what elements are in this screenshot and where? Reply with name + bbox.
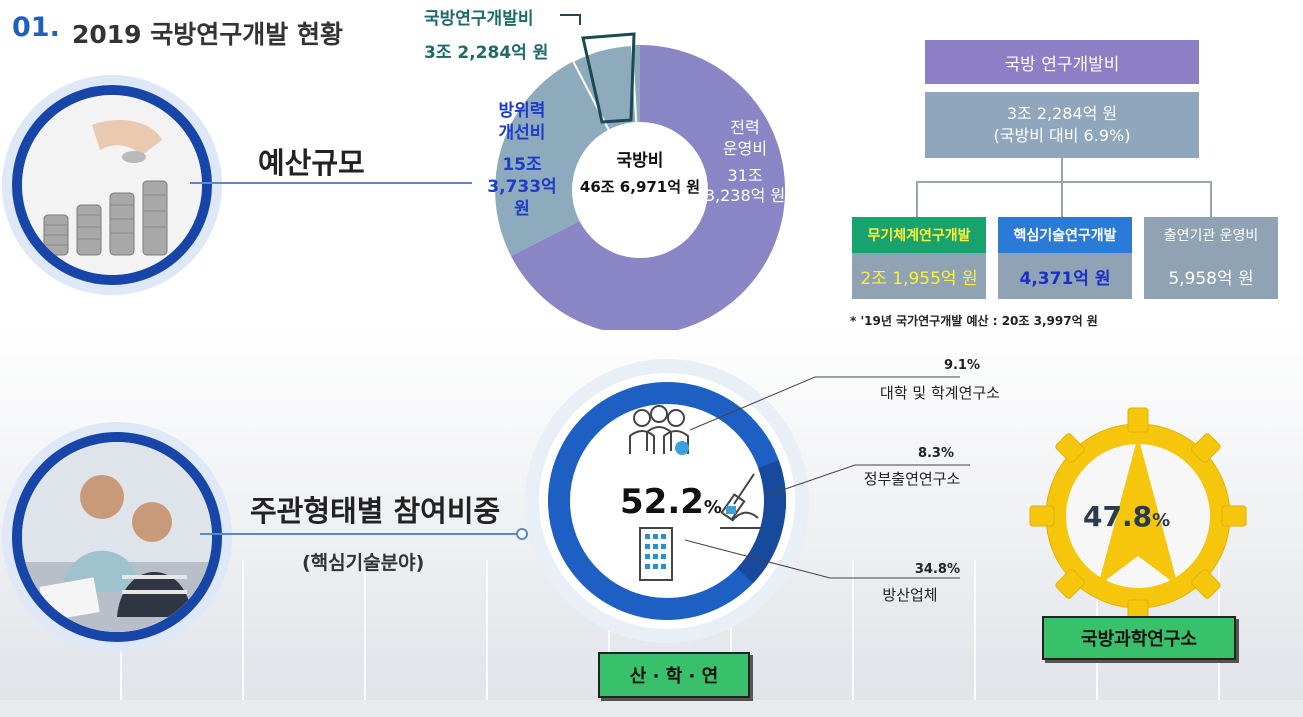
pie-left-label: 방위력 개선비 15조 3,733억 원 <box>482 100 562 220</box>
callout-gov-pct: 8.3% <box>917 446 954 461</box>
gear-small-icon <box>675 441 689 455</box>
callout-leaders <box>684 376 970 579</box>
building-icon <box>639 527 673 581</box>
family-photo <box>12 432 222 642</box>
researchers-icon <box>629 405 689 454</box>
tree-total-box: 3조 2,284억 원 (국방비 대비 6.9%) <box>925 92 1199 158</box>
arrow-up-icon <box>1098 436 1178 586</box>
gear-value-number: 47.8 <box>1083 500 1153 533</box>
industry-academia-donut <box>525 359 809 643</box>
tree-top-box: 국방 연구개발비 <box>925 40 1199 84</box>
pie-center-title: 국방비 <box>616 151 664 171</box>
tree-item-inst-tag: 출연기관 운영비 <box>1144 217 1278 253</box>
tree-total-line2: (국방비 대비 6.9%) <box>993 126 1131 145</box>
participation-connector-line <box>200 533 518 535</box>
tree-total-line1: 3조 2,284억 원 <box>1006 104 1118 124</box>
defense-budget-pie <box>495 32 786 330</box>
callout-defense-pct: 34.8% <box>914 562 960 577</box>
tree-crossbar <box>916 181 1212 183</box>
callout-gov-label: 정부출연연구소 <box>863 470 961 488</box>
microscope-icon <box>720 473 762 529</box>
callout-leader-line <box>560 14 581 25</box>
tree-item-inst-value-box: 5,958억 원 <box>1144 253 1278 299</box>
footer-band <box>0 700 1303 717</box>
tree-top-label: 국방 연구개발비 <box>1004 54 1120 75</box>
pie-center-label: 국방비 46조 6,971억 원 <box>575 150 705 198</box>
pie-right-title-1: 전력 <box>730 118 760 137</box>
coins-icon <box>22 95 202 275</box>
industry-academia-label-text: 산 · 학 · 연 <box>629 666 719 687</box>
gear-value-unit: % <box>1152 510 1171 531</box>
pie-right-label: 전력 운영비 31조 3,238억 원 <box>700 118 790 207</box>
budget-connector-line <box>190 182 472 184</box>
tree-item-core-label: 핵심기술연구개발 <box>1013 228 1117 244</box>
pie-left-title-1: 방위력 <box>498 101 546 121</box>
pie-left-value-1: 15조 <box>502 155 542 176</box>
tree-item-inst-value: 5,958억 원 <box>1168 268 1254 289</box>
pie-center-value: 46조 6,971억 원 <box>579 178 701 197</box>
participation-sub-label: (핵심기술분야) <box>302 552 425 574</box>
page-title: 2019 국방연구개발 현황 <box>72 20 343 49</box>
tree-item-weapons-value-box: 2조 1,955억 원 <box>852 253 986 299</box>
tree-branch-3 <box>1210 181 1212 217</box>
rnd-callout-value: 3조 2,284억 원 <box>424 43 549 63</box>
tree-item-weapons-label: 무기체계연구개발 <box>867 228 971 244</box>
gear-value: 47.8% <box>1083 500 1170 533</box>
add-label: 국방과학연구소 <box>1042 616 1236 660</box>
tree-item-inst-label: 출연기관 운영비 <box>1163 228 1259 244</box>
tree-stem <box>1061 158 1063 182</box>
add-label-text: 국방과학연구소 <box>1081 629 1197 650</box>
callout-univ-pct: 9.1% <box>943 358 980 373</box>
budget-label: 예산규모 <box>258 146 365 180</box>
donut-value-unit: % <box>703 497 722 518</box>
tree-item-core-value: 4,371억 원 <box>1019 268 1111 289</box>
pie-right-title-2: 운영비 <box>722 138 768 158</box>
pie-left-value-2: 3,733억 원 <box>487 177 557 220</box>
connector-dot <box>516 528 528 540</box>
tree-item-core-tag: 핵심기술연구개발 <box>998 217 1132 253</box>
pie-left-title-2: 개선비 <box>498 123 546 144</box>
rnd-slice-outline <box>581 32 636 124</box>
tree-item-weapons-tag: 무기체계연구개발 <box>852 217 986 253</box>
donut-value-number: 52.2 <box>620 482 704 522</box>
pie-right-value-2: 3,238억 원 <box>704 186 786 206</box>
add-gear-chart <box>1029 407 1247 625</box>
footnote: * '19년 국가연구개발 예산 : 20조 3,997억 원 <box>850 314 1098 328</box>
participation-label: 주관형태별 참여비중 <box>250 494 501 528</box>
pie-right-value-1: 31조 <box>727 165 763 185</box>
industry-academia-label: 산 · 학 · 연 <box>598 652 750 698</box>
tree-item-weapons-value: 2조 1,955억 원 <box>860 268 978 289</box>
tree-branch-1 <box>916 181 918 217</box>
callout-univ-label: 대학 및 학계연구소 <box>880 384 1000 402</box>
rnd-callout-label: 국방연구개발비 <box>424 9 534 29</box>
people-icon <box>22 442 212 632</box>
donut-value: 52.2% <box>620 482 722 522</box>
tree-branch-2 <box>1061 181 1063 217</box>
tree-item-core-value-box: 4,371억 원 <box>998 253 1132 299</box>
coins-photo <box>12 85 212 285</box>
section-number: 01. <box>12 12 60 43</box>
callout-defense-label: 방산업체 <box>882 586 938 604</box>
